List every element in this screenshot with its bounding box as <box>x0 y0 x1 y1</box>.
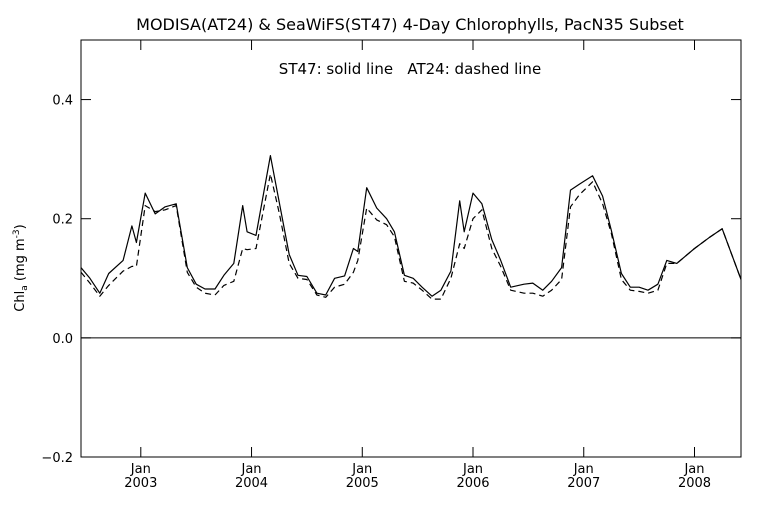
x-tick-year: 2008 <box>678 476 711 491</box>
y-axis: 0.4 0.2 0.0 −0.2 <box>41 94 741 466</box>
x-tick-month: Jan <box>130 462 151 477</box>
x-axis: Jan2003Jan2004Jan2005Jan2006Jan2007Jan20… <box>124 40 711 491</box>
plot-frame <box>80 39 742 458</box>
x-tick-month: Jan <box>683 462 704 477</box>
y-axis-label: Chla (mg m-3) <box>12 224 30 311</box>
series-line-st47 <box>80 155 742 297</box>
series-line-at24 <box>80 173 742 300</box>
x-tick-year: 2007 <box>567 476 600 491</box>
x-tick-month: Jan <box>573 462 594 477</box>
x-tick-year: 2003 <box>124 476 157 491</box>
y-tick-label: −0.2 <box>41 451 73 466</box>
y-tick-label: 0.2 <box>52 213 73 228</box>
series-group <box>80 155 742 300</box>
legend-annotation: ST47: solid line AT24: dashed line <box>279 60 541 78</box>
x-tick-year: 2004 <box>235 476 268 491</box>
y-tick-label: 0.0 <box>52 332 73 347</box>
x-tick-year: 2005 <box>346 476 379 491</box>
x-tick-month: Jan <box>241 462 262 477</box>
x-tick-year: 2006 <box>456 476 489 491</box>
x-tick-month: Jan <box>462 462 483 477</box>
x-tick-month: Jan <box>351 462 372 477</box>
y-tick-label: 0.4 <box>52 94 73 109</box>
chart-title: MODISA(AT24) & SeaWiFS(ST47) 4-Day Chlor… <box>136 15 684 34</box>
